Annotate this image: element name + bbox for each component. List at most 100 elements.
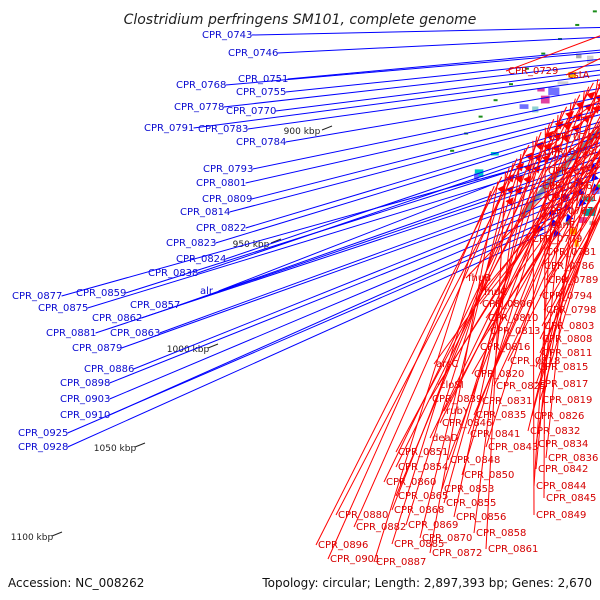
reverse-gene-label: CPR_0838 [148, 268, 198, 279]
forward-gene-label: CPR_0748 [544, 147, 594, 158]
forward-gene-label: CPR_0855 [446, 498, 496, 509]
forward-leader-line [527, 130, 600, 432]
feature-tile [557, 81, 569, 85]
forward-leader-line [547, 165, 600, 226]
forward-gene-label: panE [550, 220, 575, 231]
forward-leader-line [545, 99, 600, 138]
forward-gene-label: CPR_0861 [488, 544, 538, 555]
forward-gene-label: CPR_0849 [536, 510, 586, 521]
reverse-leader-line [277, 36, 600, 54]
reverse-gene-label: CPR_0751 [238, 74, 288, 85]
forward-gene-label: CPR_0794 [542, 291, 592, 302]
forward-gene-label: CPR_0803 [544, 321, 594, 332]
reverse-strand-gene-labels: CPR_0743 CPR_0746 CPR_0751 CPR_0768 CPR_0755… [12, 26, 600, 453]
feature-tile [474, 173, 479, 180]
map-title: Clostridium perfringens SM101, complete … [124, 12, 477, 28]
reverse-gene-label: CPR_0875 [38, 303, 88, 314]
forward-leader-line [405, 149, 526, 526]
scale-label: 1000 kbp [167, 345, 210, 355]
reverse-gene-label: CPR_0903 [60, 394, 110, 405]
reverse-gene-label: CPR_0770 [226, 106, 276, 117]
forward-gene-label: CPR_0806 [482, 299, 532, 310]
reverse-gene-label: CPR_0886 [84, 364, 134, 375]
reverse-gene-label: CPR_0910 [60, 410, 110, 421]
feature-tile [582, 196, 594, 202]
reverse-gene-label: CPR_0746 [228, 48, 278, 59]
forward-leader-line [541, 213, 600, 327]
forward-gene-label: fhuB [468, 273, 491, 284]
forward-gene-label: CPR_0868 [394, 505, 444, 516]
reverse-gene-label: CPR_0824 [176, 254, 226, 265]
gc-marker [524, 67, 529, 70]
reverse-leader-line [125, 142, 600, 294]
forward-leader-line [441, 110, 563, 490]
forward-leader-line [505, 35, 600, 72]
forward-gene-label: cstA [568, 70, 590, 81]
forward-gene-label: CPR_0834 [538, 439, 588, 450]
forward-leader-line [443, 123, 551, 504]
reverse-gene-label: CPR_0814 [180, 207, 230, 218]
forward-gene-label: CPR_0846 [442, 418, 492, 429]
reverse-leader-line [245, 102, 600, 184]
feature-tile [583, 208, 596, 216]
reverse-gene-label: CPR_0809 [202, 194, 252, 205]
reverse-gene-label: CPR_0768 [176, 80, 226, 91]
forward-leader-line [535, 102, 572, 470]
reverse-gene-label: CPR_0783 [198, 124, 248, 135]
forward-leader-line [545, 198, 600, 281]
reverse-leader-line [251, 109, 600, 200]
reverse-leader-line [141, 161, 600, 319]
forward-gene-arrow [505, 197, 514, 207]
gc-marker [541, 52, 546, 55]
reverse-leader-line [61, 145, 600, 297]
reverse-leader-line [223, 63, 600, 108]
reverse-gene-label: CPR_0857 [130, 300, 180, 311]
scale-label: 950 kbp [233, 240, 270, 250]
forward-leader-line [545, 90, 585, 459]
forward-leader-line [543, 179, 600, 253]
reverse-leader-line [109, 204, 570, 400]
forward-leader-line [479, 134, 600, 402]
feature-tile [548, 87, 560, 96]
reverse-gene-label: CPR_0925 [18, 428, 68, 439]
forward-gene-arrow [514, 174, 524, 184]
feature-tile [587, 55, 594, 64]
forward-gene-label: CPR_0836 [548, 453, 598, 464]
forward-gene-label: CPR_0818 [510, 356, 560, 367]
forward-gene-label: CPR_0848 [450, 455, 500, 466]
forward-leader-line [539, 194, 600, 401]
forward-leader-line [477, 157, 600, 348]
forward-gene-label: CPR_0853 [444, 484, 494, 495]
reverse-leader-line [121, 179, 593, 349]
forward-gene-label: CPR_0825 [496, 381, 546, 392]
forward-gene-label: CPR_0880 [338, 510, 388, 521]
forward-gene-label: CPR_0815 [538, 362, 588, 373]
forward-leader-line [507, 177, 600, 362]
scale-tick [270, 238, 282, 244]
forward-gene-label: CPR_0854 [398, 462, 448, 473]
reverse-leader-line [95, 166, 600, 334]
forward-gene-label: CPR_0832 [530, 426, 580, 437]
reverse-leader-line [109, 196, 577, 384]
gc-marker [592, 10, 597, 13]
reverse-leader-line [193, 74, 600, 129]
forward-gene-label: CPR_0839 [432, 394, 482, 405]
forward-gene-label: CPR_0851 [398, 447, 448, 458]
forward-gene-arrow [563, 122, 572, 132]
reverse-gene-label: CPR_0879 [72, 343, 122, 354]
forward-leader-line [373, 190, 492, 563]
feature-tile [576, 53, 582, 59]
reverse-gene-label: CPR_0801 [196, 178, 246, 189]
forward-gene-label: arsC [436, 359, 458, 370]
forward-gene-label: CPR_0882 [356, 522, 406, 533]
reverse-gene-label: CPR_0881 [46, 328, 96, 339]
scale-label: 900 kbp [284, 127, 321, 137]
feature-tile [519, 104, 529, 109]
forward-leader-line [485, 159, 600, 319]
forward-gene-label: CPR_0885 [394, 539, 444, 550]
reverse-gene-label: CPR_0743 [202, 30, 252, 41]
scale-tick [51, 531, 63, 537]
forward-gene-label: cloSI [440, 380, 464, 391]
forward-gene-label: CPR_0798 [546, 305, 596, 316]
reverse-gene-label: CPR_0822 [196, 223, 246, 234]
